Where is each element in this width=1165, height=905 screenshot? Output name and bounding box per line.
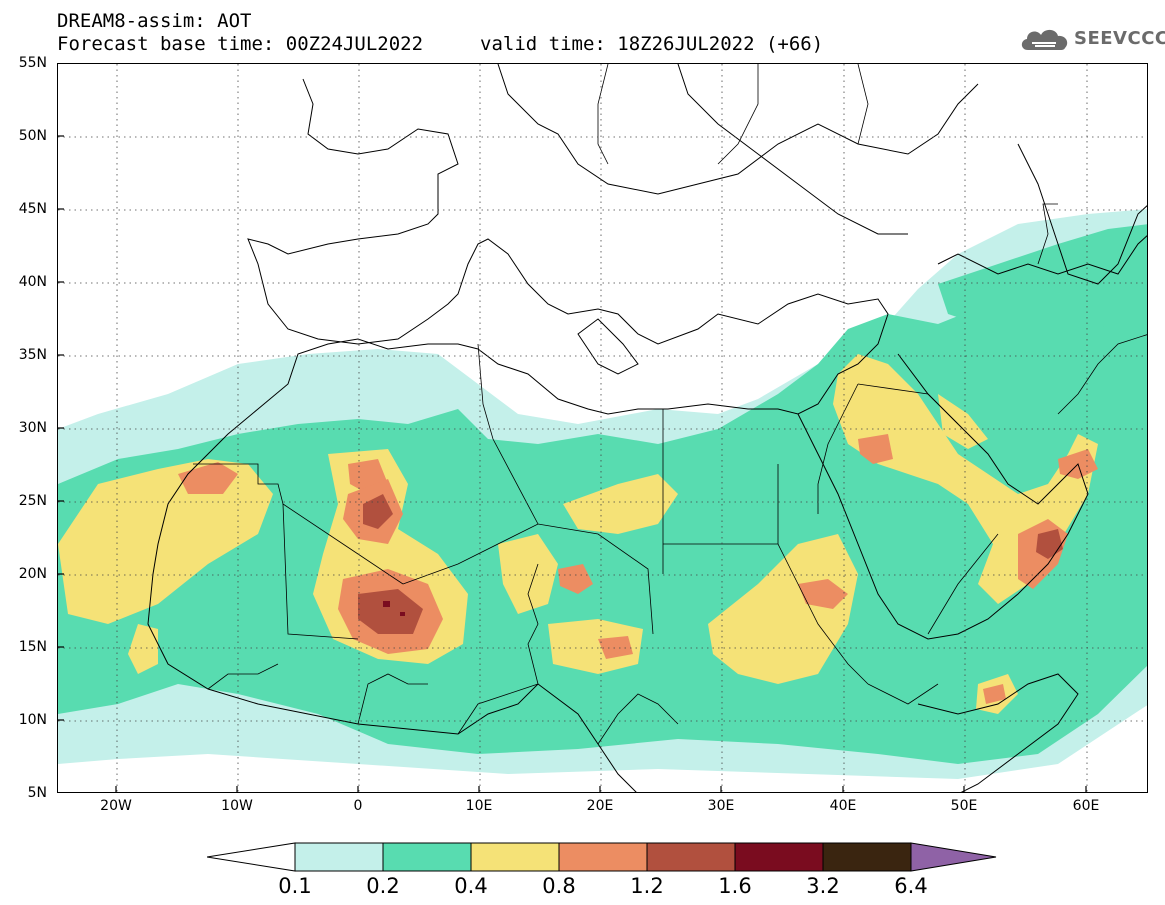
colorbar-label-0: 0.1 [278,874,312,898]
logo-text: SEEVCCC [1074,28,1165,49]
colorbar-bin-1 [382,842,472,872]
colorbar-label-3: 0.8 [542,874,576,898]
colorbar-bin-6 [822,842,912,872]
lat-label-35n: 35N [18,347,47,363]
colorbar-over-triangle [910,842,997,872]
lon-label-40e: 40E [829,798,857,814]
lon-label-0: 0 [353,798,363,814]
lon-label-60e: 60E [1072,798,1100,814]
colorbar [207,842,997,872]
lat-label-25n: 25N [18,493,47,509]
seevccc-logo: SEEVCCC [1018,24,1165,56]
lat-label-50n: 50N [18,128,47,144]
lat-label-15n: 15N [18,639,47,655]
valid-time: valid time: 18Z26JUL2022 (+66) [480,33,824,55]
colorbar-label-2: 0.4 [454,874,488,898]
lon-label-30e: 30E [707,798,735,814]
lon-label-20e: 20E [586,798,614,814]
colorbar-label-1: 0.2 [366,874,400,898]
map-panel [57,63,1148,793]
aot-layer-12-16 [358,494,1063,634]
colorbar-label-7: 6.4 [894,874,928,898]
lat-label-55n: 55N [18,55,47,71]
lat-label-45n: 45N [18,201,47,217]
lat-label-30n: 30N [18,420,47,436]
aot-map [58,64,1147,792]
colorbar-label-5: 1.6 [718,874,752,898]
lon-label-20w: 20W [100,798,132,814]
colorbar-bin-4 [646,842,736,872]
colorbar-bin-2 [470,842,560,872]
country-borders [193,64,1147,745]
colorbar-bin-0 [294,842,384,872]
colorbar-label-4: 1.2 [630,874,664,898]
lat-label-20n: 20N [18,566,47,582]
lon-label-10e: 10E [465,798,493,814]
colorbar-bin-3 [558,842,648,872]
colorbar-under-triangle [207,842,296,872]
title-line-2: Forecast base time: 00Z24JUL2022 [57,33,424,55]
colorbar-label-6: 3.2 [806,874,840,898]
graticule [58,64,1147,792]
colorbar-bin-5 [734,842,824,872]
title-line-1: DREAM8-assim: AOT [57,10,252,32]
coastlines [147,64,1147,792]
cloud-icon [1021,29,1068,50]
lat-label-40n: 40N [18,274,47,290]
lat-label-10n: 10N [18,712,47,728]
lon-label-50e: 50E [950,798,978,814]
lon-label-10w: 10W [221,798,253,814]
lat-label-5n: 5N [27,785,47,801]
aot-layer-16-32 [383,601,405,616]
